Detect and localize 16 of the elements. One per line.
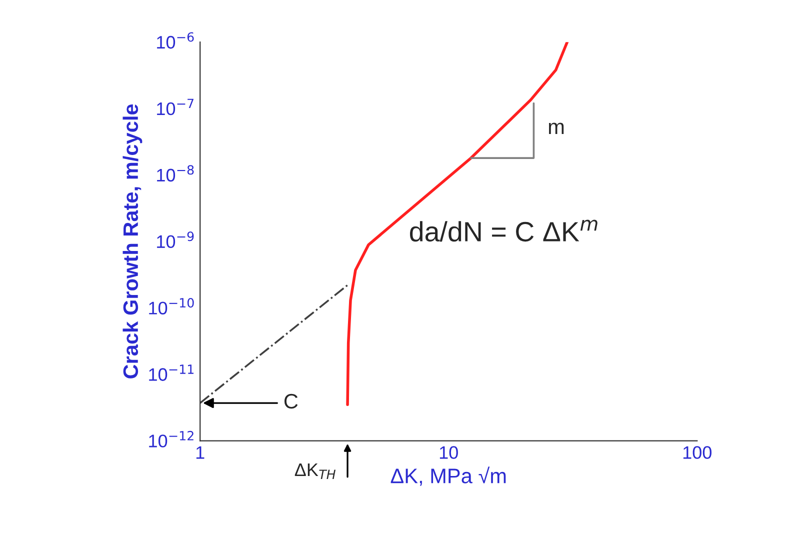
x-tick-label: 1 (196, 446, 204, 459)
y-tick-label: 10$^{−9}$ (157, 232, 194, 248)
x-tick-label: 10 (440, 446, 458, 459)
y-tick-label: 10$^{−6}$ (157, 32, 194, 49)
y-tick-label: 10$^{−7}$ (157, 98, 194, 116)
annotation: m (548, 122, 564, 134)
y-tick-label: 10$^{−10}$ (149, 298, 194, 314)
text: ΔK$_{TH}$ (294, 464, 336, 479)
x-tick-label: 100 (683, 446, 712, 459)
y-axis-title: Crack Growth Rate, m/cycle (122, 104, 142, 378)
y-tick-label: 10$^{−11}$ (149, 364, 194, 381)
y-tick-label: 10$^{−12}$ (149, 430, 194, 448)
annotation: da/dN = C ΔK$^{m}$ (410, 220, 598, 242)
y-tick-label: 10$^{−8}$ (157, 165, 194, 182)
x-axis-title: ΔK, MPa √m (390, 466, 506, 486)
annotation: C (284, 394, 298, 409)
